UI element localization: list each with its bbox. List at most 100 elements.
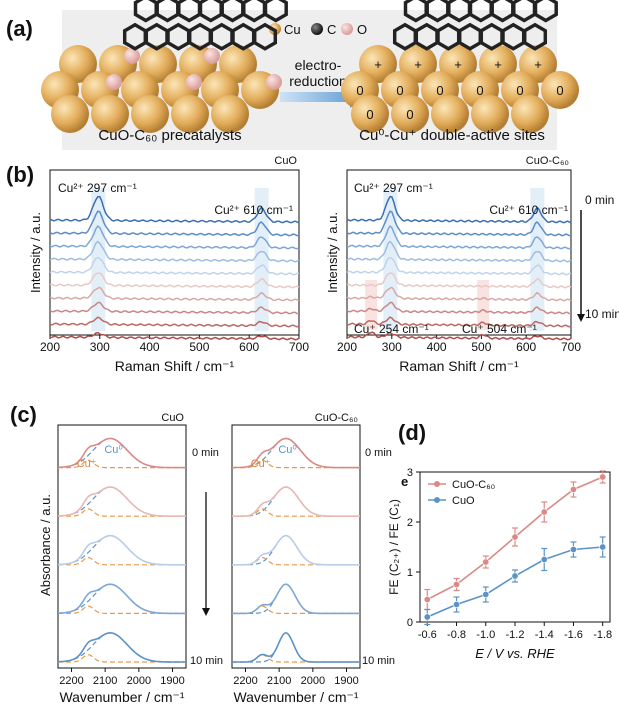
legend-o-symbol bbox=[341, 23, 353, 35]
panel-label-c: (c) bbox=[10, 402, 37, 427]
raman-series-line bbox=[346, 210, 572, 237]
panel-label-a: (a) bbox=[6, 16, 33, 41]
ir-series-line bbox=[57, 631, 186, 663]
fe-legend-label: CuO bbox=[452, 495, 475, 507]
legend-c-label: C bbox=[327, 22, 336, 37]
site-mark: 0 bbox=[436, 83, 443, 98]
ir-cu-plus-component bbox=[232, 459, 360, 469]
fe-data-point bbox=[540, 555, 548, 563]
legend-c-symbol bbox=[311, 23, 323, 35]
raman-series-line bbox=[346, 272, 572, 289]
ir-x-tick-label: 2100 bbox=[267, 675, 291, 687]
fe-x-tick-label: -1.6 bbox=[564, 629, 583, 641]
ir-time-label-start-right: 0 min bbox=[365, 447, 392, 459]
ir-panel-title: CuO-C₆₀ bbox=[315, 412, 358, 424]
cu-atom bbox=[171, 95, 209, 133]
fe-y-tick-label: 0 bbox=[407, 617, 413, 629]
fe-legend-marker bbox=[434, 497, 440, 503]
cu-atom bbox=[351, 95, 389, 133]
panel-label-d: (d) bbox=[398, 420, 427, 445]
ir-cu0-component bbox=[232, 632, 360, 663]
ir-cu-plus-component bbox=[232, 508, 360, 517]
annotation-cu2-610-right: Cu²⁺ 610 cm⁻¹ bbox=[489, 203, 568, 217]
o-atom bbox=[124, 48, 140, 64]
ir-x-tick-label: 2200 bbox=[59, 675, 83, 687]
ir-time-label-end-right: 10 min bbox=[362, 655, 395, 667]
c60-cage-ring bbox=[252, 22, 278, 51]
x-tick-label: 600 bbox=[516, 340, 536, 354]
cu-atom bbox=[91, 95, 129, 133]
site-mark: 0 bbox=[366, 107, 373, 122]
panel-b-raman: 200 300 400 500 600 700 CuO Raman Shift / cm⁻¹ I… bbox=[28, 155, 619, 374]
ir-x-tick-label: 1900 bbox=[160, 675, 184, 687]
raman-x-axis-label: Raman Shift / cm⁻¹ bbox=[399, 358, 519, 374]
raman-series-line bbox=[346, 224, 572, 250]
site-mark: 0 bbox=[556, 83, 563, 98]
x-tick-label: 200 bbox=[40, 340, 60, 354]
fe-y-axis-label: FE (C₂₊) / FE (C₁) bbox=[387, 499, 401, 595]
raman-series-line bbox=[346, 240, 572, 263]
fe-data-point bbox=[482, 558, 490, 566]
fe-y-tick-label: 2 bbox=[407, 517, 413, 529]
fe-legend-marker bbox=[434, 481, 440, 487]
c60-cage-ring bbox=[263, 0, 288, 23]
raman-series-line bbox=[49, 225, 300, 250]
site-mark: 0 bbox=[476, 83, 483, 98]
ir-series-line bbox=[232, 486, 360, 517]
panel-e-fe-ratio: e -0.6 -0.8 -1.0 -1.2 -1.4 -1.6 -1.8 0 1 2 3 CuO-C₆₀… bbox=[387, 467, 612, 661]
fe-data-point bbox=[423, 613, 431, 621]
annotation-cu2-297-right: Cu²⁺ 297 cm⁻¹ bbox=[354, 181, 433, 195]
o-atom bbox=[266, 74, 282, 90]
raman-series-line bbox=[49, 286, 300, 302]
fe-data-point bbox=[423, 595, 431, 603]
ir-cu-plus-component bbox=[58, 508, 186, 517]
arrow-label-line2: reduction bbox=[289, 73, 347, 89]
site-mark: 0 bbox=[396, 83, 403, 98]
cu-atom bbox=[541, 71, 579, 109]
site-mark: 0 bbox=[406, 107, 413, 122]
raman-series-line bbox=[49, 316, 300, 328]
time-arrow-head bbox=[577, 314, 585, 322]
cu-atom bbox=[131, 95, 169, 133]
fe-x-tick-label: -0.6 bbox=[418, 629, 437, 641]
site-mark: + bbox=[534, 57, 542, 72]
time-label-end: 10 min bbox=[585, 307, 619, 321]
cu-atom bbox=[391, 95, 429, 133]
site-mark: + bbox=[494, 57, 502, 72]
ir-cu0-component bbox=[232, 534, 360, 566]
left-caption: CuO-C₆₀ precatalysts bbox=[98, 127, 241, 144]
fe-data-point bbox=[511, 533, 519, 541]
fe-y-tick-label: 3 bbox=[407, 467, 413, 479]
site-mark: + bbox=[414, 57, 422, 72]
raman-panel-title: CuO-C₆₀ bbox=[526, 155, 569, 167]
ir-x-tick-label: 1900 bbox=[334, 675, 358, 687]
cu-atom bbox=[511, 95, 549, 133]
raman-series-line bbox=[346, 256, 571, 276]
raman-series-line bbox=[49, 240, 300, 263]
ir-cu0-label: Cu⁰ bbox=[278, 444, 297, 456]
cu-plus-band bbox=[365, 280, 378, 330]
o-atom bbox=[204, 48, 220, 64]
ir-series-line bbox=[232, 583, 360, 615]
fe-x-axis-label: E / V vs. RHE bbox=[475, 646, 555, 661]
fe-frame bbox=[419, 471, 611, 623]
fe-y-tick-label: 1 bbox=[407, 567, 413, 579]
o-atom bbox=[106, 74, 122, 90]
fe-data-point bbox=[599, 473, 607, 481]
x-tick-label: 400 bbox=[140, 340, 160, 354]
time-label-start: 0 min bbox=[585, 193, 614, 207]
ir-x-tick-label: 2100 bbox=[93, 675, 117, 687]
right-caption: Cu⁰-Cu⁺ double-active sites bbox=[359, 127, 545, 144]
ir-cu-plus-component bbox=[232, 605, 360, 614]
cu-atom bbox=[51, 95, 89, 133]
x-tick-label: 300 bbox=[90, 340, 110, 354]
fe-data-point bbox=[599, 543, 607, 551]
legend-o-label: O bbox=[357, 22, 367, 37]
ir-frame bbox=[231, 424, 361, 669]
fe-x-tick-label: -1.2 bbox=[506, 629, 525, 641]
ir-time-label-end-left: 10 min bbox=[190, 655, 223, 667]
annotation-cu2-297: Cu²⁺ 297 cm⁻¹ bbox=[58, 181, 137, 195]
annotation-cu2-610: Cu²⁺ 610 cm⁻¹ bbox=[214, 203, 293, 217]
x-tick-label: 500 bbox=[471, 340, 491, 354]
ir-cu0-label: Cu⁰ bbox=[104, 444, 123, 456]
